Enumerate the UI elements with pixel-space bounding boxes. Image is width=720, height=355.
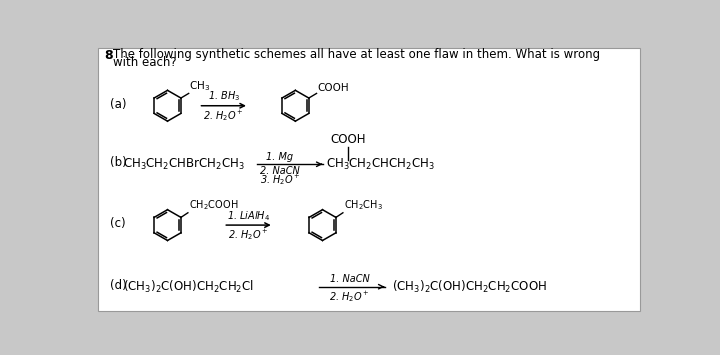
Text: The following synthetic schemes all have at least one flaw in them. What is wron: The following synthetic schemes all have… [113, 48, 600, 61]
Text: 2. H$_2$O$^+$: 2. H$_2$O$^+$ [228, 228, 269, 242]
Text: 1. BH$_3$: 1. BH$_3$ [207, 89, 240, 103]
Text: CH$_2$CH$_3$: CH$_2$CH$_3$ [343, 198, 382, 212]
Text: 2. NaCN: 2. NaCN [260, 166, 300, 176]
Text: (CH$_3$)$_2$C(OH)CH$_2$CH$_2$Cl: (CH$_3$)$_2$C(OH)CH$_2$CH$_2$Cl [122, 279, 253, 295]
Text: 1. Mg: 1. Mg [266, 152, 294, 162]
Text: with each?: with each? [113, 56, 177, 70]
Text: CH$_3$: CH$_3$ [189, 79, 211, 93]
Text: 1. NaCN: 1. NaCN [330, 274, 369, 284]
FancyBboxPatch shape [98, 48, 640, 311]
Text: 2. H$_2$O$^+$: 2. H$_2$O$^+$ [330, 289, 370, 304]
Text: CH$_3$CH$_2$CHBrCH$_2$CH$_3$: CH$_3$CH$_2$CHBrCH$_2$CH$_3$ [122, 157, 244, 172]
Text: COOH: COOH [318, 83, 349, 93]
Text: (CH$_3$)$_2$C(OH)CH$_2$CH$_2$COOH: (CH$_3$)$_2$C(OH)CH$_2$CH$_2$COOH [392, 279, 547, 295]
Text: 1. LiAlH$_4$: 1. LiAlH$_4$ [227, 209, 270, 223]
Text: COOH: COOH [330, 133, 366, 146]
Text: (c): (c) [110, 217, 126, 230]
Text: 2. H$_2$O$^+$: 2. H$_2$O$^+$ [204, 108, 244, 123]
Text: (a): (a) [110, 98, 127, 111]
Text: CH$_2$COOH: CH$_2$COOH [189, 198, 238, 212]
Text: CH$_3$CH$_2$CHCH$_2$CH$_3$: CH$_3$CH$_2$CHCH$_2$CH$_3$ [326, 157, 436, 172]
Text: (d): (d) [110, 279, 127, 292]
Text: 8: 8 [104, 49, 112, 62]
Text: 3. H$_2$O$^+$: 3. H$_2$O$^+$ [260, 172, 300, 187]
Text: (b): (b) [110, 156, 127, 169]
